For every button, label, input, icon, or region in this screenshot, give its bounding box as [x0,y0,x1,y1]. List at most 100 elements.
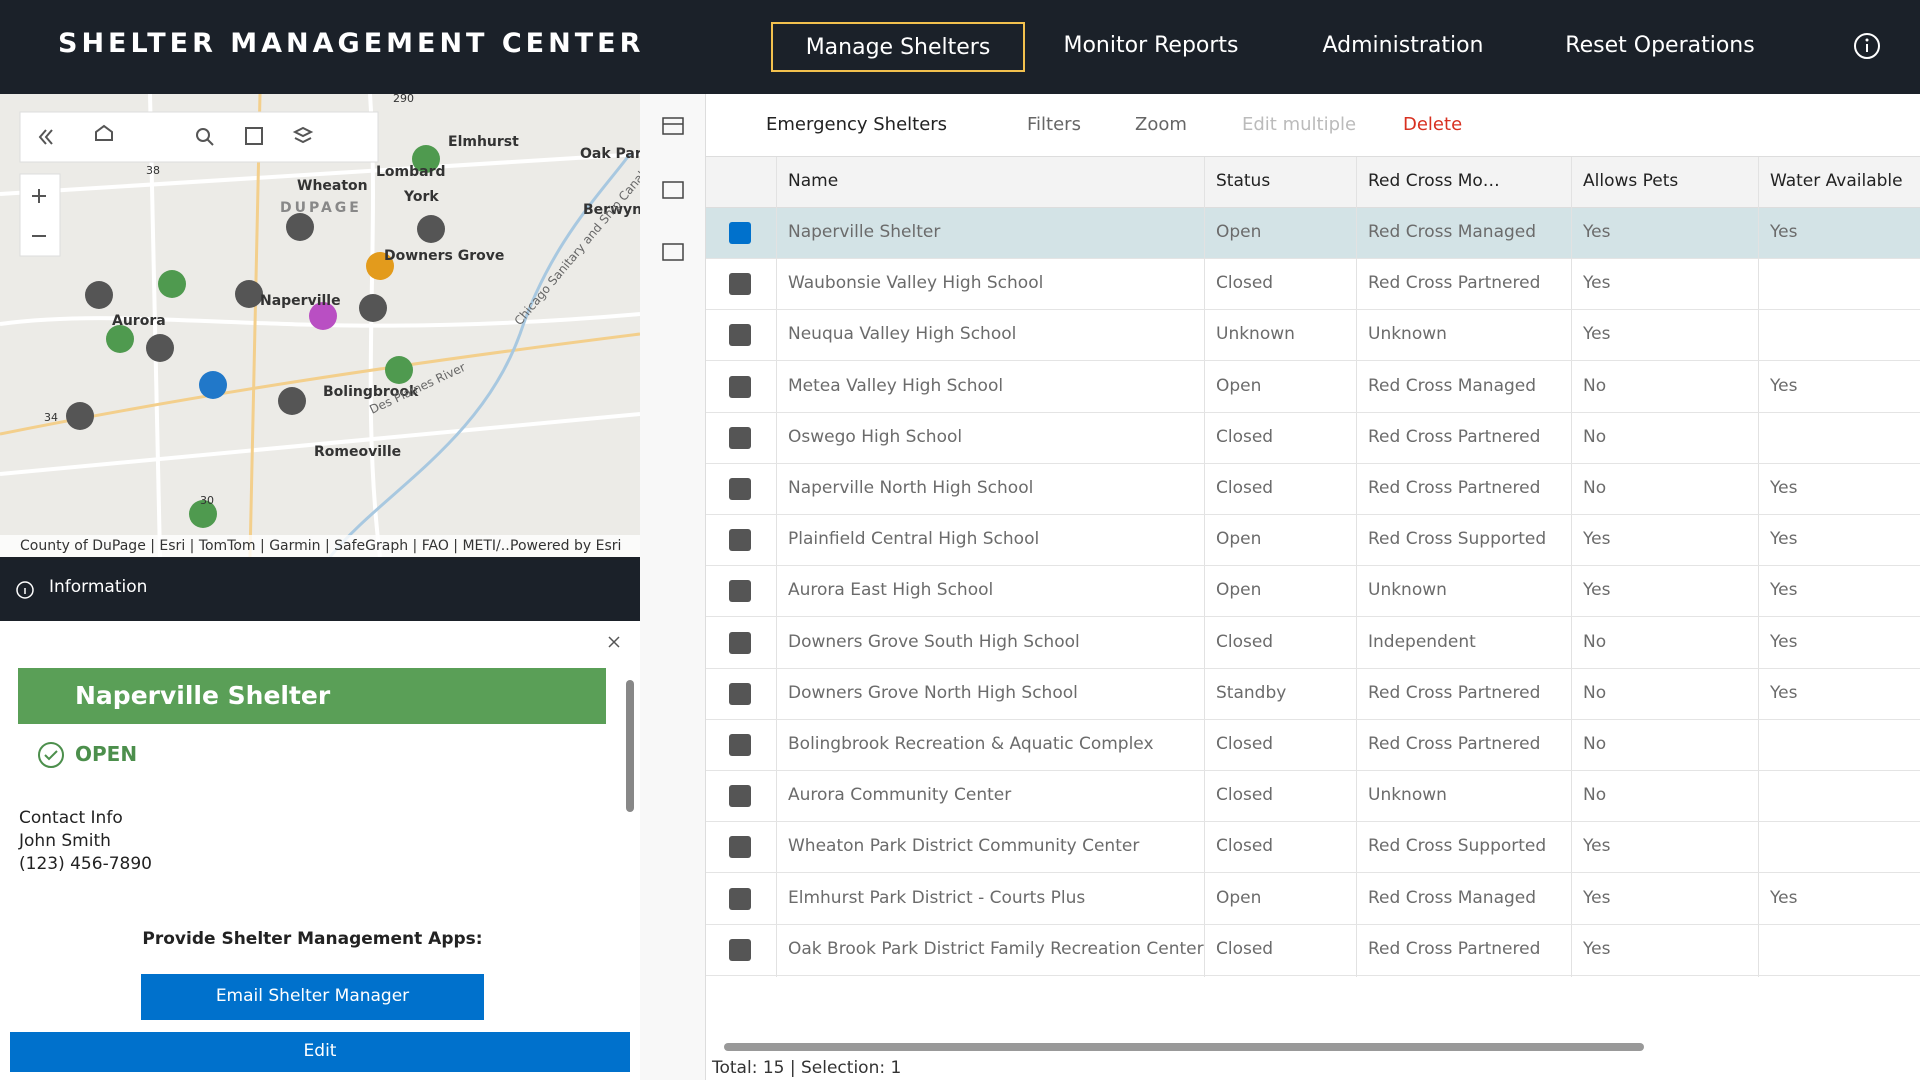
table-cell: Unknown [1368,324,1447,345]
selected-row[interactable] [706,208,1920,259]
table-cell: Yes [1770,887,1798,908]
email-button[interactable] [141,974,484,1020]
place-label: Berwyn [583,202,640,218]
nav-tab[interactable]: Reset Operations [1565,33,1755,58]
row-checkbox[interactable] [729,631,751,654]
toolbar-action[interactable]: Zoom [1135,114,1187,135]
horizontal-scrollbar[interactable] [724,1043,1644,1051]
table-cell: Yes [1583,580,1611,601]
table-cell: Yes [1583,324,1611,345]
column-header[interactable]: Name [788,171,839,191]
toolbar-action[interactable]: Filters [1027,114,1081,135]
row-checkbox[interactable] [729,580,751,603]
map-tools[interactable] [32,124,314,237]
table-row[interactable] [706,720,1920,771]
toolbar-action[interactable]: Edit multiple [1242,114,1357,135]
table-row[interactable] [706,874,1920,925]
table-cell: Yes [1770,631,1798,652]
table-cell: Naperville Shelter [788,222,941,242]
row-checkbox[interactable] [729,785,751,808]
table-cell: Independent [1368,631,1476,652]
row-checkbox[interactable] [729,836,751,859]
row-checkbox[interactable] [729,426,751,449]
table-cell: Closed [1216,836,1274,857]
row-checkbox[interactable] [729,273,751,296]
row-checkbox[interactable] [729,682,751,705]
nav-tab[interactable]: Monitor Reports [1063,33,1239,58]
row-checkbox[interactable] [729,222,751,244]
row-checkbox[interactable] [729,375,751,398]
place-label: Elmhurst [448,134,519,150]
close-button[interactable] [606,634,622,650]
row-checkbox[interactable] [729,887,751,910]
column-header[interactable]: Status [1216,171,1271,191]
table-cell: Bolingbrook Recreation & Aquatic Complex [788,734,1154,754]
row-checkbox[interactable] [729,938,751,961]
layer-selector[interactable]: Emergency Shelters [766,114,948,135]
column-divider [1204,157,1205,977]
table-row[interactable] [706,515,1920,567]
open-icon [38,742,64,768]
shelter-name: Naperville Shelter [75,681,331,710]
table-cell: Open [1216,222,1262,242]
column-divider [776,157,777,977]
road-label: 290 [393,94,414,105]
info-icon[interactable] [1852,31,1882,61]
row-checkbox[interactable] [729,734,751,756]
email-button-label[interactable]: Email Shelter Manager [215,986,410,1006]
place-label: York [403,189,439,205]
place-label: DUPAGE [280,200,362,216]
column-divider [1758,157,1759,977]
table-row[interactable] [706,259,1920,311]
toolbar-action[interactable]: Delete [1403,114,1463,135]
table-cell: Yes [1583,273,1611,294]
table-cell: No [1583,734,1607,754]
table-cell: Closed [1216,785,1274,806]
table-row[interactable] [706,362,1920,413]
table-row[interactable] [706,669,1920,720]
table-cell: Oak Brook Park District Family Recreatio… [788,938,1204,959]
table-row[interactable] [706,822,1920,874]
table-cell: Naperville North High School [788,478,1034,498]
contact-heading: Contact Info [19,808,123,828]
row-checkbox[interactable] [729,478,751,500]
place-label: Wheaton [297,178,368,194]
app-title: SHELTER MANAGEMENT CENTER [58,28,645,59]
table-row[interactable] [706,464,1920,515]
table-row[interactable] [706,925,1920,976]
column-header[interactable]: Allows Pets [1583,171,1679,191]
table-cell: Closed [1216,631,1274,652]
map: Elmhurst Oak Park Lombard Wheaton York DUPAGE… [0,94,640,557]
table-row[interactable] [706,771,1920,823]
table-cell: Closed [1216,426,1274,447]
nav-tab[interactable]: Administration [1322,33,1484,58]
attribution: County of DuPage | Esri | TomTom | Garmi… [20,538,514,554]
column-header[interactable]: Water Available [1770,171,1903,191]
table-row[interactable] [706,310,1920,362]
info-heading: Information [49,577,148,597]
table-row[interactable] [706,208,1920,259]
edit-button-label[interactable]: Edit [303,1041,337,1061]
row-checkbox[interactable] [729,324,751,347]
nav-tab[interactable]: Manage Shelters [771,22,1025,72]
table-row[interactable] [706,566,1920,618]
table-cell: Wheaton Park District Community Center [788,836,1140,857]
table-cell: No [1583,375,1607,396]
table-cell: Unknown [1368,785,1447,806]
scrollbar[interactable] [626,680,634,812]
table-cell: Yes [1583,836,1611,857]
row-checkbox[interactable] [729,529,751,552]
table-cell: Downers Grove South High School [788,631,1080,652]
table-cell: Yes [1583,938,1611,959]
edit-button[interactable] [10,1032,630,1072]
table-cell: Elmhurst Park District - Courts Plus [788,887,1086,908]
road-label: 34 [44,411,58,424]
column-header[interactable]: Red Cross Mo… [1368,171,1500,191]
rail-icons[interactable] [640,94,706,394]
table-cell: Open [1216,529,1262,550]
table-row[interactable] [706,413,1920,464]
table-row[interactable] [706,618,1920,669]
info-bar [0,557,640,621]
table-cell: Closed [1216,273,1274,294]
